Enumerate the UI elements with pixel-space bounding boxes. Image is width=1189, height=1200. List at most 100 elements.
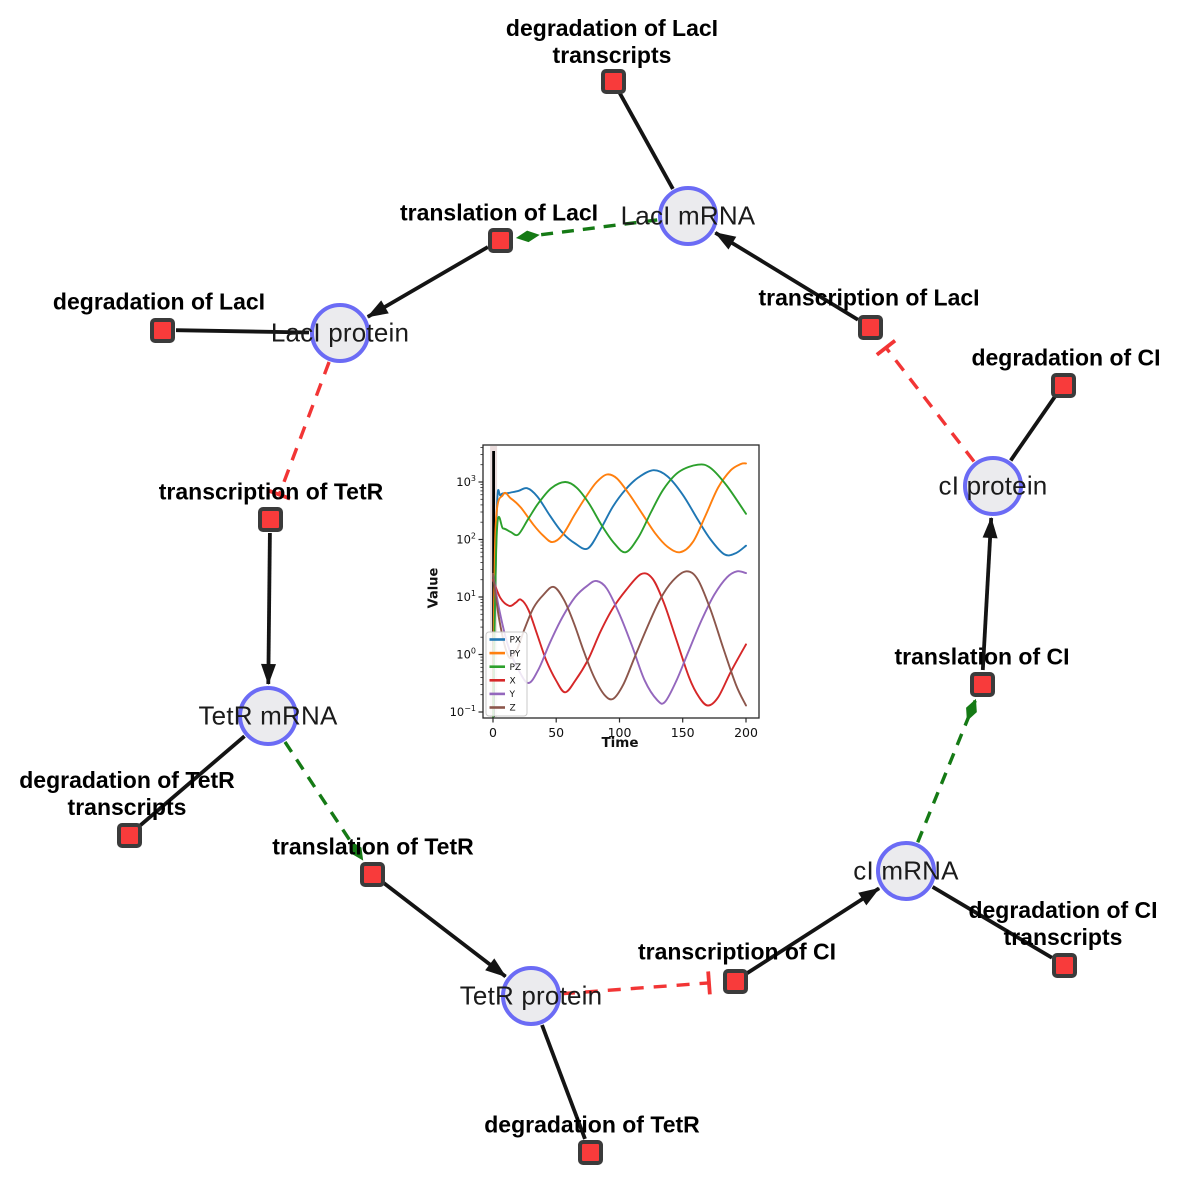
edge-consumption-tetr-protein-to-deg-tetr [540, 1024, 587, 1140]
reaction-label-deg-laci: degradation of LacI [53, 289, 265, 316]
reaction-label-line: transcripts [1003, 924, 1123, 950]
reaction-node-txn-ci [722, 968, 748, 994]
reaction-node-transl-tetr [359, 861, 385, 887]
species-node-tetr-protein [501, 966, 561, 1026]
reaction-label-line: transcripts [67, 794, 187, 820]
legend-label-X: X [510, 677, 516, 687]
edge-production-txn-ci-to-ci-mrna [745, 886, 881, 975]
series-X-line [492, 572, 747, 707]
edge-production-txn-laci-to-laci-mrna [714, 231, 859, 322]
time-course-plot-svg: 0 50 100 150 200 103 102 101 100 10−1 PX PY PZ XYZ [450, 444, 760, 740]
reaction-label-deg-tetr-tx: degradation of TetR transcripts [19, 767, 235, 821]
reaction-node-deg-laci-tx [600, 68, 626, 94]
species-label-tetr-mrna: TetR mRNA [198, 700, 338, 731]
reaction-label-deg-ci-tx: degradation of CI transcripts [968, 897, 1157, 951]
edge-modifier-laci-mrna-to-transl-laci [515, 218, 658, 243]
y-tick-label: 10−1 [450, 704, 476, 719]
reaction-node-deg-laci [149, 317, 175, 343]
reaction-node-deg-tetr [577, 1139, 603, 1165]
species-label-ci-mrna: cI mRNA [853, 855, 959, 886]
species-label-tetr-protein: TetR protein [459, 980, 603, 1011]
species-node-tetr-mrna [238, 686, 298, 746]
edge-consumption-ci-protein-to-deg-ci [1009, 395, 1057, 462]
chart-y-axis-label: Value [426, 567, 442, 609]
reaction-label-line: transcription of TetR [158, 478, 384, 505]
reaction-label-line: translation of TetR [272, 833, 474, 860]
reaction-label-line: translation of CI [894, 643, 1070, 670]
reaction-label-line: transcription of LacI [758, 284, 980, 311]
edge-production-txn-tetr-to-tetr-mrna [261, 532, 277, 685]
reaction-node-deg-ci [1050, 372, 1076, 398]
y-tick-label: 102 [456, 532, 476, 547]
series-PZ-line [492, 463, 747, 718]
reaction-label-transl-ci: translation of CI [894, 644, 1069, 671]
chart-plot-area [483, 445, 759, 718]
reaction-label-line: degradation of LacI [505, 15, 719, 41]
legend-label-Y: Y [509, 690, 516, 700]
reaction-node-transl-ci [969, 671, 995, 697]
legend-label-PY: PY [510, 649, 521, 659]
edge-production-transl-laci-to-laci-protein [366, 245, 489, 319]
edge-modifier-ci-mrna-to-transl-ci [916, 698, 977, 843]
species-label-laci-mrna: LacI mRNA [620, 200, 756, 231]
x-tick-label: 150 [671, 725, 695, 740]
edge-consumption-laci-protein-to-deg-laci [175, 328, 310, 335]
y-tick-label: 101 [456, 589, 476, 604]
edge-consumption-tetr-mrna-to-deg-tetr-tx [138, 734, 246, 828]
reaction-node-transl-laci [487, 227, 513, 253]
reaction-label-line: transcription of CI [637, 938, 837, 965]
species-node-laci-mrna [658, 186, 718, 246]
edge-modifier-tetr-mrna-to-transl-tetr [283, 740, 364, 861]
reaction-label-line: degradation of CI [968, 897, 1158, 923]
reaction-node-deg-tetr-tx [116, 822, 142, 848]
x-tick-label: 100 [608, 725, 632, 740]
reaction-label-line: degradation of LacI [52, 288, 266, 315]
edge-production-transl-ci-to-ci-protein [980, 517, 998, 671]
chart-legend: PX PY PZ XYZ [485, 631, 528, 717]
reaction-label-txn-ci: transcription of CI [638, 939, 836, 966]
reaction-node-txn-tetr [257, 506, 283, 532]
reaction-label-line: degradation of TetR [484, 1111, 700, 1138]
edge-consumption-laci-mrna-to-deg-laci-tx [618, 92, 675, 190]
reaction-label-deg-tetr: degradation of TetR [484, 1112, 700, 1139]
reaction-label-txn-laci: transcription of LacI [758, 285, 979, 312]
legend-label-Z: Z [510, 704, 516, 714]
species-node-laci-protein [310, 303, 370, 363]
series-PY-line [492, 462, 747, 718]
x-tick-label: 0 [489, 725, 497, 740]
x-tick-label: 50 [548, 725, 564, 740]
reaction-label-transl-laci: translation of LacI [400, 200, 598, 227]
edge-consumption-ci-mrna-to-deg-ci-tx [931, 885, 1053, 960]
x-tick-label: 200 [734, 725, 758, 740]
y-tick-label: 103 [456, 474, 476, 489]
reaction-label-transl-tetr: translation of TetR [272, 834, 473, 861]
y-tick-label: 100 [456, 647, 476, 662]
chart-x-axis-label: Time [601, 735, 639, 751]
reaction-label-line: degradation of TetR [19, 767, 235, 793]
series-PX-line [492, 469, 747, 718]
edge-inhibition-ci-protein-to-txn-laci [875, 339, 976, 463]
legend-label-PX: PX [510, 636, 522, 646]
edge-inhibition-tetr-protein-to-txn-ci [561, 971, 712, 996]
reaction-label-line: translation of LacI [399, 199, 599, 226]
legend-label-PZ: PZ [510, 663, 522, 673]
species-label-ci-protein: cI protein [938, 470, 1048, 501]
reaction-label-line: degradation of CI [971, 344, 1161, 371]
reaction-node-deg-ci-tx [1051, 952, 1077, 978]
species-label-laci-protein: LacI protein [270, 317, 410, 348]
series-Y-line [492, 570, 747, 705]
chart-spines [482, 444, 760, 719]
species-node-ci-protein [963, 456, 1023, 516]
series-Z-line [492, 570, 747, 707]
reaction-label-deg-ci: degradation of CI [971, 345, 1160, 372]
reaction-node-txn-laci [857, 314, 883, 340]
reaction-label-txn-tetr: transcription of TetR [159, 479, 383, 506]
reaction-label-line: transcripts [552, 42, 672, 68]
time-course-chart: 0 50 100 150 200 103 102 101 100 10−1 PX PY PZ X Y Z Ti… [420, 430, 788, 770]
reaction-label-deg-laci-tx: degradation of LacI transcripts [506, 15, 718, 69]
species-node-ci-mrna [876, 841, 936, 901]
edge-inhibition-laci-protein-to-txn-tetr [267, 361, 331, 501]
edge-production-transl-tetr-to-tetr-protein [381, 880, 507, 979]
